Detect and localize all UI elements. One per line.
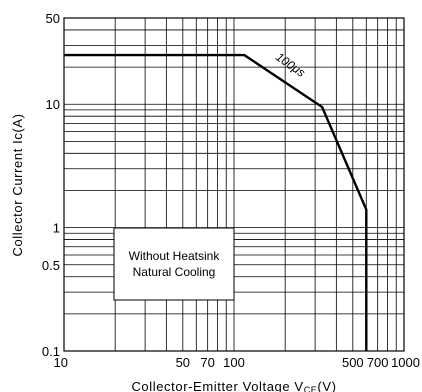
y-tick-label: 1 [53, 221, 60, 236]
y-tick-label: 0.1 [42, 344, 60, 359]
grid-lines [64, 18, 404, 351]
x-tick-label: 500 [342, 355, 364, 370]
note-line-1: Without Heatsink [129, 249, 221, 263]
x-axis-title: Collector-Emitter Voltage VCE(V) [131, 379, 336, 392]
note-box-frame [113, 227, 235, 301]
plot-frame [63, 17, 405, 352]
y-tick-label: 0.5 [42, 258, 60, 273]
x-tick-label: 100 [223, 355, 245, 370]
x-axis-title-main: Collector-Emitter Voltage V [131, 379, 303, 392]
y-tick-label: 10 [46, 97, 60, 112]
x-tick-label: 70 [200, 355, 214, 370]
x-axis-title-subscript: CE [304, 385, 318, 392]
y-tick-labels: 50 10 1 0.5 0.1 [42, 11, 60, 359]
series-line [64, 53, 368, 351]
x-tick-labels: 10 50 70 100 500 700 1000 [54, 355, 420, 370]
x-tick-label: 1000 [391, 355, 420, 370]
x-tick-label: 50 [176, 355, 190, 370]
y-tick-label: 50 [46, 11, 60, 26]
series-layer [64, 53, 368, 351]
x-tick-label: 700 [367, 355, 389, 370]
x-axis-title-unit: (V) [317, 379, 336, 392]
y-axis-title: Collector Current Ic(A) [10, 113, 25, 256]
note-line-2: Natural Cooling [133, 265, 216, 279]
x-tick-label: 10 [54, 355, 68, 370]
note-box: Without Heatsink Natural Cooling [113, 227, 235, 301]
